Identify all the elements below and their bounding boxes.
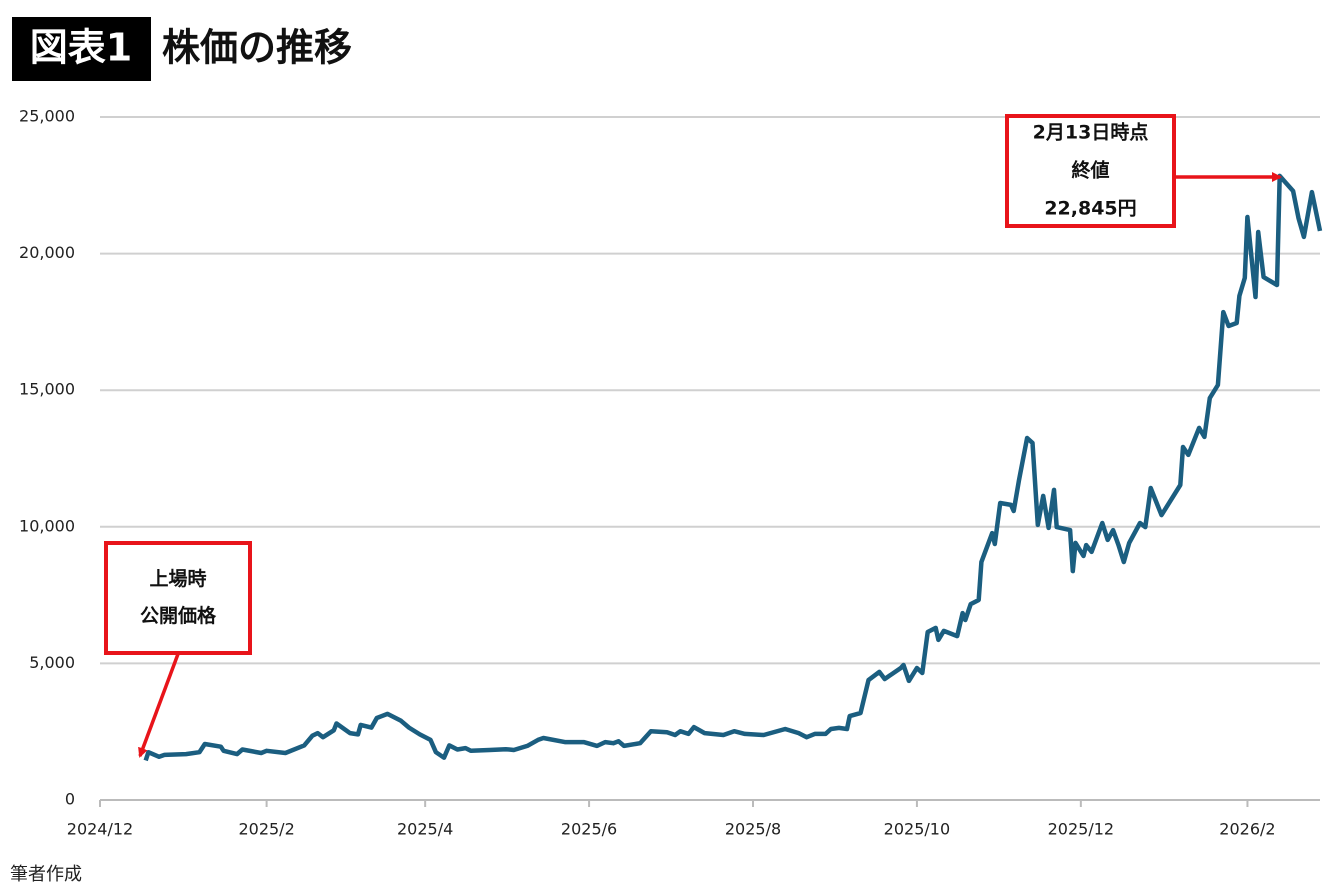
y-tick-label: 5,000: [29, 653, 75, 672]
x-tick-label: 2025/10: [884, 820, 950, 839]
title-badge: 図表1: [30, 26, 132, 70]
annotation-text: 上場時: [149, 568, 206, 590]
title-badge-bg: [12, 17, 151, 81]
price-line: [143, 173, 1323, 762]
x-tick-label: 2025/6: [561, 820, 617, 839]
x-tick-label: 2025/2: [238, 820, 294, 839]
annotation-text: 公開価格: [140, 604, 217, 627]
annotation-box: [104, 541, 252, 655]
y-tick-label: 15,000: [19, 380, 75, 399]
x-tick-label: 2025/8: [725, 820, 781, 839]
chart-title: 株価の推移: [162, 26, 352, 70]
y-tick-label: 10,000: [19, 516, 75, 535]
source-note: 筆者作成: [10, 864, 82, 885]
y-tick-label: 25,000: [19, 107, 75, 126]
annotation-arrow: [138, 653, 180, 758]
x-tick-label: 2025/4: [397, 820, 453, 839]
y-tick-label: 0: [65, 790, 75, 809]
annotation-text: 22,845円: [1044, 198, 1136, 220]
annotation-text: 終値: [1071, 159, 1109, 182]
x-tick-label: 2024/12: [67, 820, 133, 839]
y-tick-label: 20,000: [19, 243, 75, 262]
x-tick-label: 2025/12: [1048, 820, 1114, 839]
x-tick-label: 2026/2: [1219, 820, 1275, 839]
annotation-box: [1005, 114, 1176, 228]
annotation-text: 2月13日時点: [1033, 122, 1149, 144]
